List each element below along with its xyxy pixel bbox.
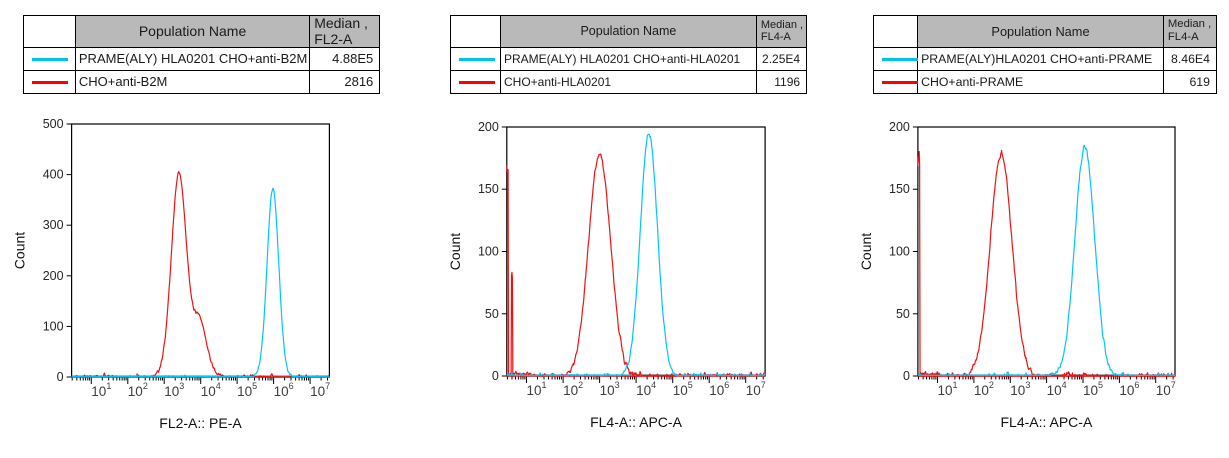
svg-text:0: 0 xyxy=(57,370,64,384)
svg-text:400: 400 xyxy=(43,168,64,182)
svg-text:103: 103 xyxy=(600,380,620,398)
svg-text:105: 105 xyxy=(237,381,257,399)
svg-text:Count: Count xyxy=(447,233,463,270)
svg-text:104: 104 xyxy=(201,381,221,399)
svg-text:103: 103 xyxy=(1010,380,1030,398)
svg-text:104: 104 xyxy=(1047,380,1067,398)
svg-text:101: 101 xyxy=(527,380,547,398)
svg-text:106: 106 xyxy=(274,381,294,399)
svg-text:300: 300 xyxy=(43,218,64,232)
svg-text:200: 200 xyxy=(478,120,499,134)
svg-text:104: 104 xyxy=(636,380,656,398)
svg-text:100: 100 xyxy=(889,245,910,259)
svg-text:50: 50 xyxy=(485,307,499,321)
svg-text:105: 105 xyxy=(673,380,693,398)
svg-text:105: 105 xyxy=(1083,380,1103,398)
svg-text:102: 102 xyxy=(128,381,148,399)
svg-text:107: 107 xyxy=(310,381,330,399)
svg-text:50: 50 xyxy=(896,307,910,321)
svg-text:101: 101 xyxy=(938,380,958,398)
svg-text:103: 103 xyxy=(164,381,184,399)
svg-text:107: 107 xyxy=(1156,380,1176,398)
svg-text:500: 500 xyxy=(43,117,64,131)
svg-text:102: 102 xyxy=(563,380,583,398)
svg-text:Count: Count xyxy=(858,233,874,270)
svg-text:200: 200 xyxy=(43,269,64,283)
svg-text:FL4-A:: APC-A: FL4-A:: APC-A xyxy=(590,414,682,430)
svg-text:FL2-A:: PE-A: FL2-A:: PE-A xyxy=(159,415,242,431)
svg-text:101: 101 xyxy=(91,381,111,399)
svg-text:107: 107 xyxy=(746,380,766,398)
svg-text:150: 150 xyxy=(889,182,910,196)
svg-text:FL4-A:: APC-A: FL4-A:: APC-A xyxy=(1000,414,1092,430)
svg-text:106: 106 xyxy=(709,380,729,398)
svg-text:Count: Count xyxy=(12,232,28,269)
svg-text:102: 102 xyxy=(974,380,994,398)
svg-text:150: 150 xyxy=(478,182,499,196)
svg-text:0: 0 xyxy=(903,369,910,383)
svg-text:100: 100 xyxy=(478,245,499,259)
svg-text:200: 200 xyxy=(889,120,910,134)
svg-text:106: 106 xyxy=(1119,380,1139,398)
svg-text:100: 100 xyxy=(43,319,64,333)
svg-text:0: 0 xyxy=(492,369,499,383)
